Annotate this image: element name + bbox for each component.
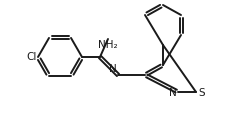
Text: S: S [198,88,205,98]
Text: NH₂: NH₂ [98,40,118,50]
Text: N: N [109,64,117,74]
Text: N: N [169,88,177,98]
Text: Cl: Cl [27,52,37,62]
